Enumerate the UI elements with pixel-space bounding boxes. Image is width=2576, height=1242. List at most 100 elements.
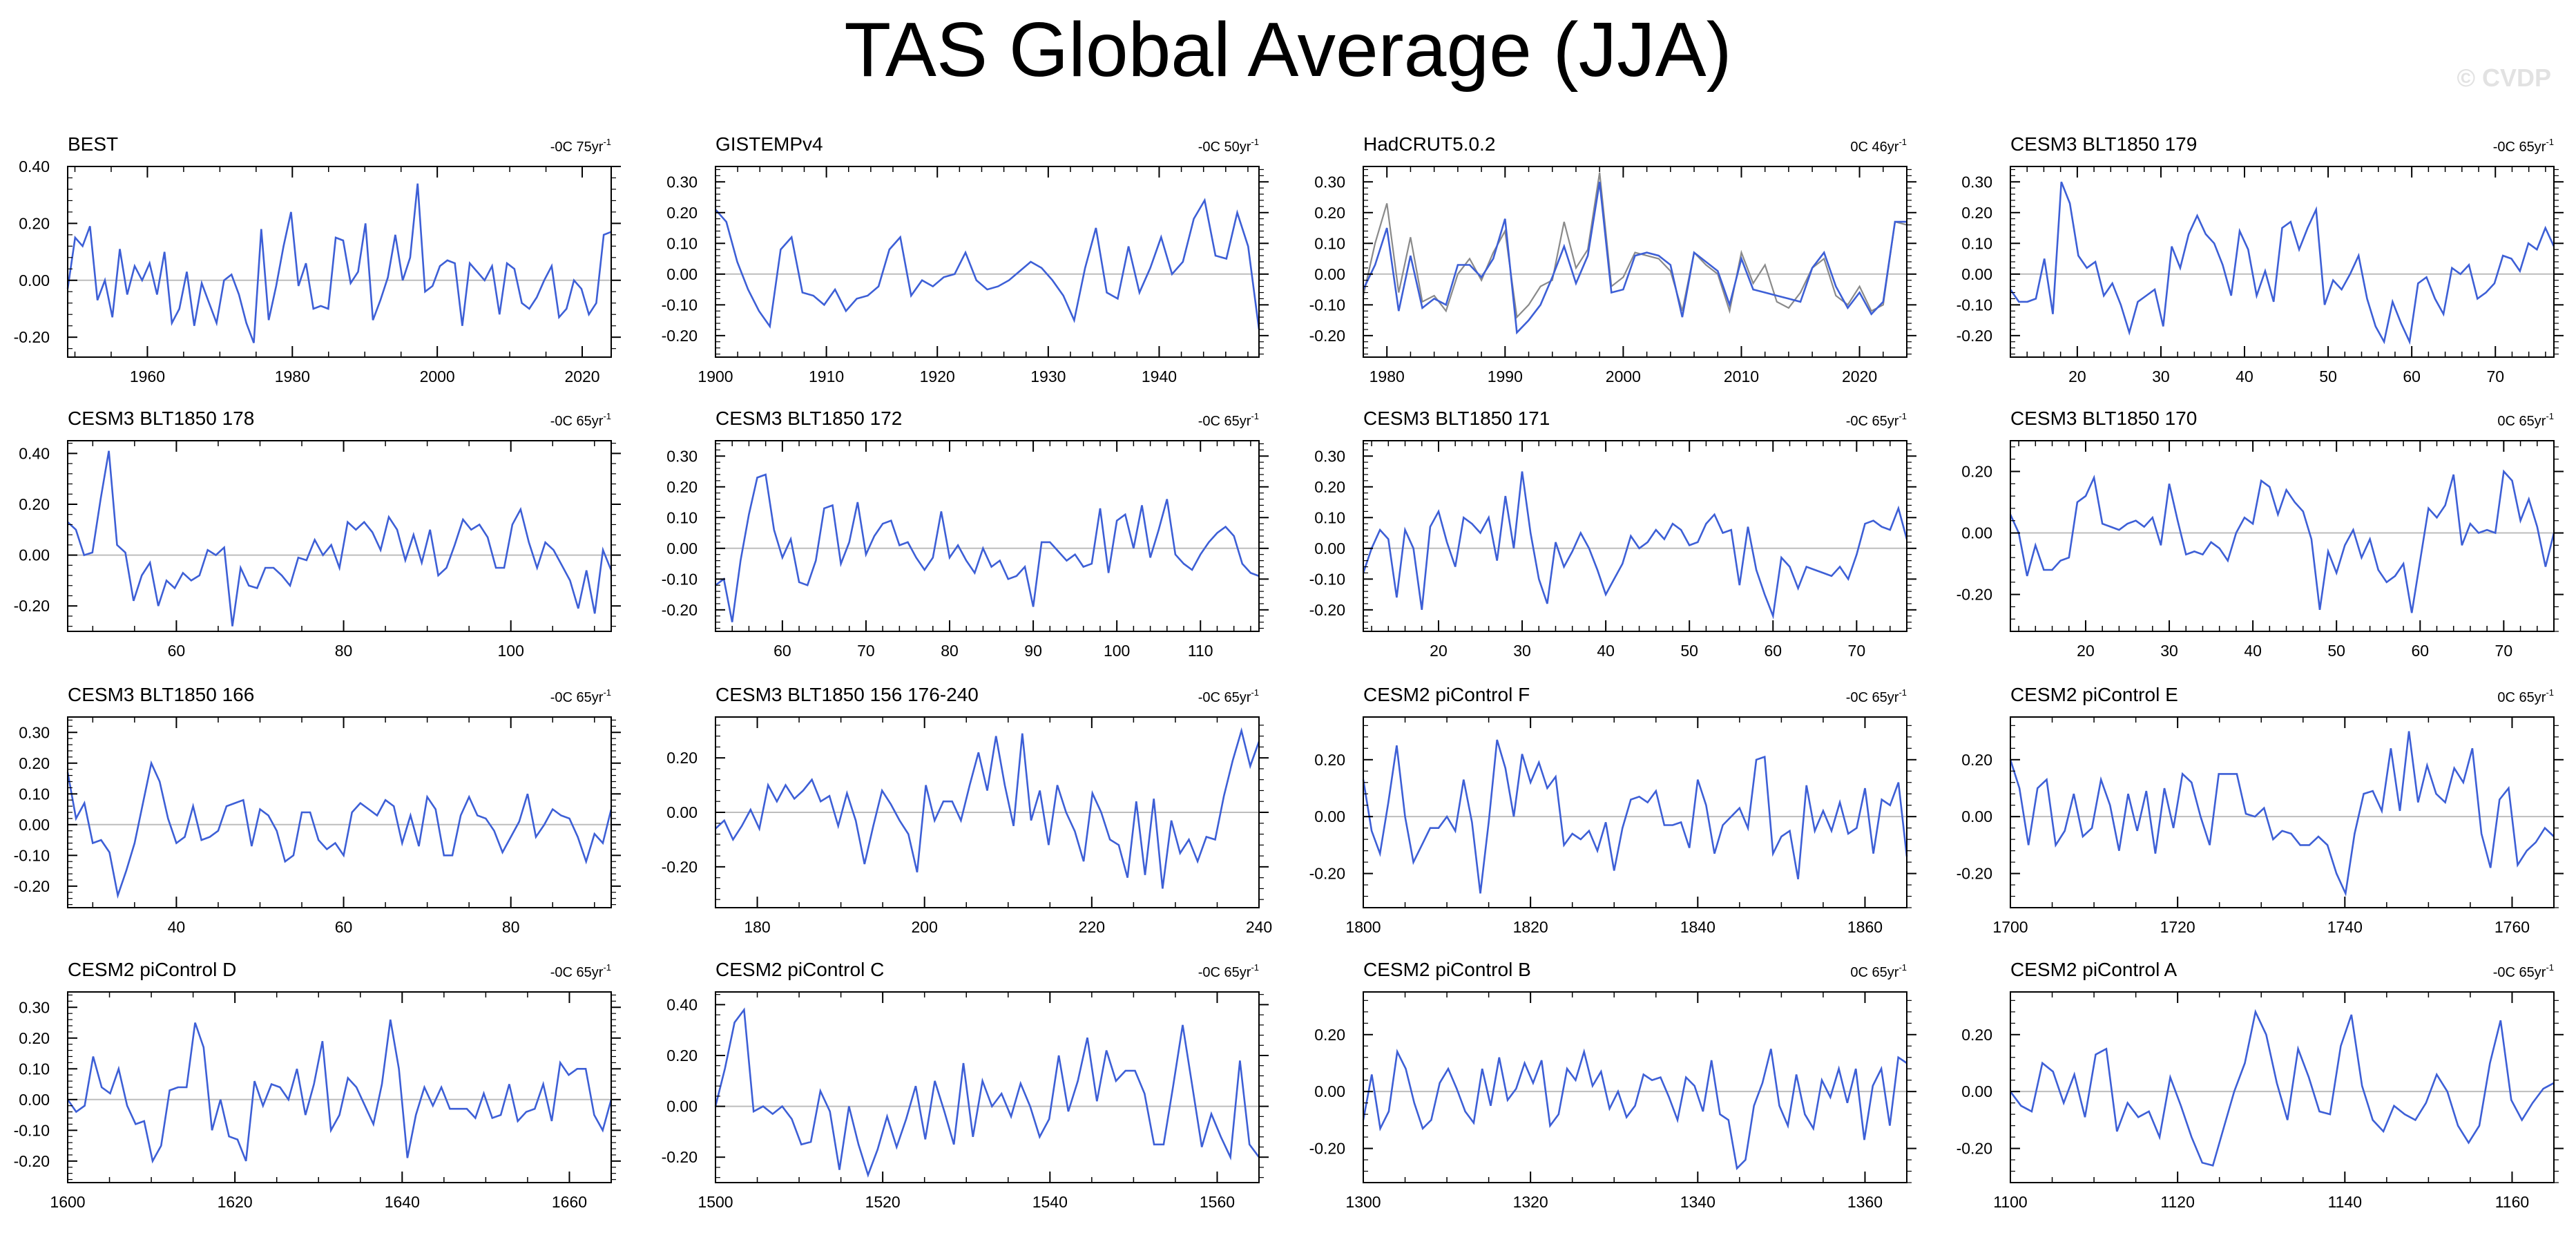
y-tick-label: 0.30 bbox=[1961, 173, 1992, 191]
x-tick-label: 40 bbox=[2236, 367, 2253, 385]
x-tick-label: 2020 bbox=[1842, 367, 1877, 385]
x-tick-label: 200 bbox=[912, 918, 938, 936]
y-tick-label: 0.40 bbox=[19, 444, 50, 462]
panel-title: HadCRUT5.0.2 bbox=[1363, 133, 1495, 155]
y-tick-label: 0.10 bbox=[19, 785, 50, 803]
series-line bbox=[67, 450, 613, 627]
x-tick-label: 20 bbox=[2068, 367, 2086, 385]
x-tick-label: 30 bbox=[2160, 642, 2178, 660]
x-tick-label: 1820 bbox=[1513, 918, 1548, 936]
x-tick-label: 60 bbox=[2403, 367, 2421, 385]
plot-frame bbox=[67, 440, 612, 632]
panel-title: CESM3 BLT1850 172 bbox=[715, 408, 902, 429]
x-tick-label: 1300 bbox=[1345, 1193, 1381, 1211]
page-title: TAS Global Average (JJA) bbox=[844, 7, 1732, 93]
x-tick-label: 1620 bbox=[218, 1193, 253, 1211]
x-tick-label: 100 bbox=[498, 642, 524, 660]
x-tick-label: 1340 bbox=[1680, 1193, 1715, 1211]
x-tick-label: 40 bbox=[2244, 642, 2262, 660]
y-tick-label: 0.00 bbox=[1961, 808, 1992, 825]
y-tick-label: -0.20 bbox=[1309, 327, 1345, 345]
series-line bbox=[2009, 731, 2555, 897]
y-tick-label: -0.10 bbox=[1957, 296, 1992, 314]
x-tick-label: 1120 bbox=[2160, 1193, 2194, 1211]
x-tick-label: 1560 bbox=[1200, 1193, 1235, 1211]
trend-label: -0C 65yr-1 bbox=[2493, 137, 2554, 155]
x-tick-label: 50 bbox=[1680, 642, 1698, 660]
y-tick-label: 0.20 bbox=[1961, 463, 1992, 481]
trend-label: -0C 65yr-1 bbox=[550, 411, 611, 429]
chart-panel: HadCRUT5.0.2 0C 46yr-1 1980 1990 2000 2010 202… bbox=[1309, 133, 1916, 385]
y-tick-label: 0.00 bbox=[1961, 524, 1992, 542]
plot-frame bbox=[2010, 716, 2555, 908]
panel-title: CESM3 BLT1850 170 bbox=[2010, 408, 2197, 429]
y-tick-label: 0.40 bbox=[19, 157, 50, 175]
y-tick-label: -0.20 bbox=[662, 858, 698, 876]
x-tick-label: 1910 bbox=[809, 367, 844, 385]
y-tick-label: -0.20 bbox=[1309, 865, 1345, 883]
series-line bbox=[2009, 1009, 2555, 1167]
plot-frame bbox=[67, 166, 612, 358]
y-tick-label: 0.20 bbox=[666, 204, 698, 222]
panel-title: CESM3 BLT1850 166 bbox=[68, 684, 254, 705]
y-tick-label: -0.20 bbox=[662, 327, 698, 345]
x-tick-label: 90 bbox=[1024, 642, 1042, 660]
y-tick-label: 0.30 bbox=[1314, 173, 1345, 191]
y-tick-label: 0.00 bbox=[19, 546, 50, 564]
y-tick-label: 0.20 bbox=[1961, 751, 1992, 769]
y-tick-label: -0.20 bbox=[14, 1152, 50, 1170]
y-tick-label: 0.20 bbox=[1961, 1026, 1992, 1044]
chart-panel: CESM3 BLT1850 172 -0C 65yr-1 60 70 80 90 100 11… bbox=[662, 408, 1269, 660]
series-line bbox=[1362, 182, 1907, 335]
plot-frame bbox=[2010, 440, 2555, 632]
y-tick-label: -0.20 bbox=[662, 601, 698, 619]
x-tick-label: 2000 bbox=[1606, 367, 1641, 385]
plot-frame bbox=[2010, 991, 2555, 1183]
x-tick-label: 30 bbox=[1513, 642, 1531, 660]
chart-panel: CESM2 piControl D -0C 65yr-1 1600 1620 1640 1… bbox=[14, 959, 621, 1211]
x-tick-label: 1540 bbox=[1032, 1193, 1068, 1211]
y-tick-label: 0.20 bbox=[19, 214, 50, 232]
chart-panel: CESM2 piControl B 0C 65yr-1 1300 1320 1340 13… bbox=[1309, 959, 1916, 1211]
chart-panel: GISTEMPv4 -0C 50yr-1 1900 1910 1920 1930 1940 -… bbox=[662, 133, 1269, 385]
x-tick-label: 40 bbox=[1597, 642, 1615, 660]
y-tick-label: -0.20 bbox=[1957, 865, 1992, 883]
x-tick-label: 60 bbox=[168, 642, 186, 660]
chart-panel: CESM2 piControl A -0C 65yr-1 1100 1120 1140 1… bbox=[1957, 959, 2564, 1211]
x-tick-label: 50 bbox=[2327, 642, 2345, 660]
y-tick-label: -0.10 bbox=[14, 846, 50, 864]
y-tick-label: 0.20 bbox=[1314, 204, 1345, 222]
y-tick-label: -0.10 bbox=[1309, 570, 1345, 588]
trend-label: 0C 65yr-1 bbox=[1850, 962, 1907, 980]
y-tick-label: 0.10 bbox=[666, 508, 698, 526]
trend-label: -0C 65yr-1 bbox=[2493, 962, 2554, 980]
y-tick-label: 0.00 bbox=[666, 803, 698, 821]
trend-label: -0C 65yr-1 bbox=[1846, 687, 1907, 705]
series-line bbox=[2009, 469, 2555, 613]
chart-panel: CESM3 BLT1850 166 -0C 65yr-1 40 60 80 -0.20 -0… bbox=[14, 684, 621, 936]
series-line bbox=[1362, 172, 1907, 319]
series-line bbox=[715, 198, 1260, 330]
trend-label: 0C 65yr-1 bbox=[2497, 687, 2554, 705]
y-tick-label: -0.20 bbox=[1957, 327, 1992, 345]
chart-panel: BEST -0C 75yr-1 1960 1980 2000 2020 -0.20 0.00 0… bbox=[14, 133, 621, 385]
x-tick-label: 1700 bbox=[1992, 918, 2028, 936]
x-tick-label: 1940 bbox=[1142, 367, 1177, 385]
chart-panel: CESM3 BLT1850 178 -0C 65yr-1 60 80 100 -0.20 0… bbox=[14, 408, 621, 660]
y-tick-label: 0.00 bbox=[19, 271, 50, 289]
panel-title: CESM3 BLT1850 179 bbox=[2010, 133, 2197, 155]
panel-title: CESM3 BLT1850 171 bbox=[1363, 408, 1550, 429]
y-tick-label: 0.00 bbox=[19, 816, 50, 834]
chart-panel: CESM3 BLT1850 170 0C 65yr-1 20 30 40 50 60 70 -0… bbox=[1957, 408, 2564, 660]
chart-panel: CESM3 BLT1850 179 -0C 65yr-1 20 30 40 50 60 70 -… bbox=[1957, 133, 2564, 385]
x-tick-label: 60 bbox=[773, 642, 791, 660]
y-tick-label: 0.20 bbox=[19, 754, 50, 772]
y-tick-label: 0.20 bbox=[19, 1029, 50, 1047]
x-tick-label: 1500 bbox=[698, 1193, 733, 1211]
x-tick-label: 80 bbox=[502, 918, 520, 936]
x-tick-label: 2010 bbox=[1724, 367, 1759, 385]
y-tick-label: 0.00 bbox=[1961, 1082, 1992, 1100]
trend-label: 0C 65yr-1 bbox=[2497, 411, 2554, 429]
x-tick-label: 60 bbox=[335, 918, 353, 936]
y-tick-label: 0.20 bbox=[666, 749, 698, 767]
